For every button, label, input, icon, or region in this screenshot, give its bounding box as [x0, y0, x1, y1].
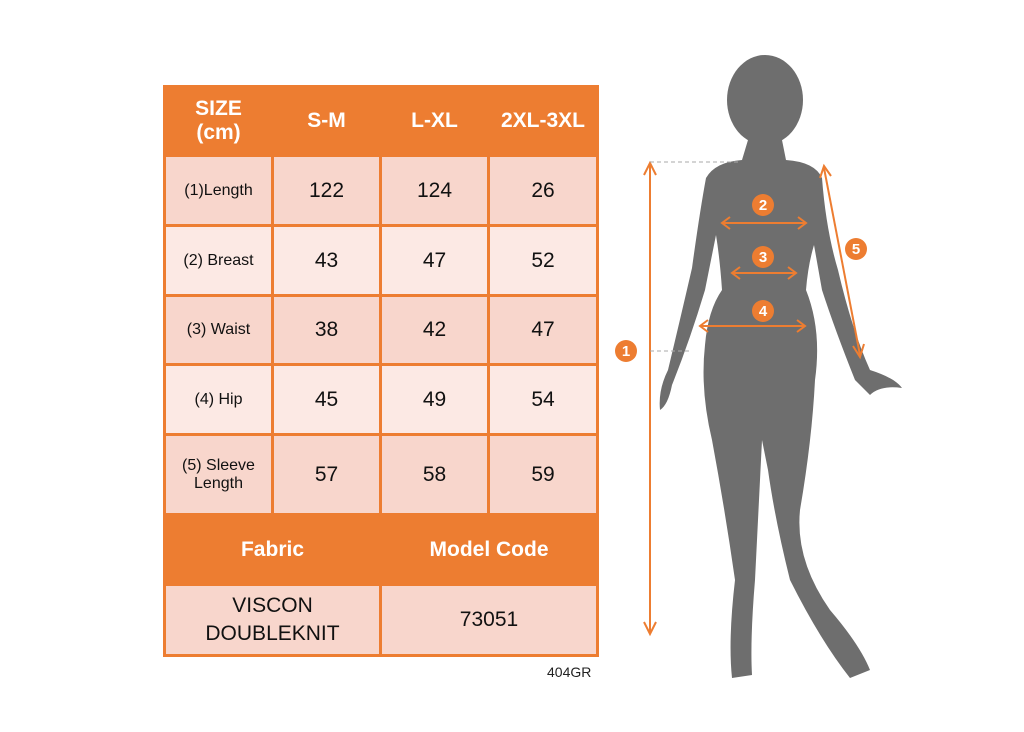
body-silhouette: 1 2 3 4 5: [615, 55, 902, 678]
svg-text:3: 3: [759, 249, 767, 266]
cell: 38: [271, 294, 382, 366]
fabric-header-row: Fabric Model Code: [163, 513, 599, 586]
marker-1-icon: [615, 340, 637, 362]
guide-lines: [650, 161, 740, 352]
table-row: (2) Breast 43 47 52: [163, 224, 599, 297]
cell: 52: [487, 224, 599, 297]
row-label: (5) Sleeve Length: [163, 433, 274, 516]
cell: 122: [271, 154, 382, 227]
table-row: (3) Waist 38 42 47: [163, 294, 599, 366]
marker-5-icon: [845, 238, 867, 260]
silhouette-icon: [659, 55, 902, 678]
cell: 54: [487, 363, 599, 436]
svg-text:4: 4: [759, 303, 768, 320]
row-label: (1)Length: [163, 154, 274, 227]
cell: 59: [487, 433, 599, 516]
cell: 47: [379, 224, 490, 297]
markers: 1 2 3 4 5: [615, 194, 867, 362]
table-row: (4) Hip 45 49 54: [163, 363, 599, 436]
header-row: SIZE (cm) S-M L-XL 2XL-3XL: [163, 85, 599, 157]
measurement-arrows: [643, 160, 865, 637]
cell: 45: [271, 363, 382, 436]
size-2xl3xl-header: 2XL-3XL: [487, 85, 599, 157]
model-code-header: Model Code: [379, 513, 599, 586]
fabric-row: VISCON DOUBLEKNIT 73051: [163, 583, 599, 657]
size-header: SIZE (cm): [163, 85, 274, 157]
table-row: (1)Length 122 124 26: [163, 154, 599, 227]
cell: 43: [271, 224, 382, 297]
table-row: (5) Sleeve Length 57 58 59: [163, 433, 599, 516]
cell: 42: [379, 294, 490, 366]
svg-text:5: 5: [852, 241, 860, 258]
size-sm-header: S-M: [271, 85, 382, 157]
product-code: 404GR: [547, 664, 592, 680]
marker-2-icon: [752, 194, 774, 216]
cell: 58: [379, 433, 490, 516]
fabric-header: Fabric: [163, 513, 382, 586]
marker-4-icon: [752, 300, 774, 322]
row-label: (3) Waist: [163, 294, 274, 366]
row-label: (4) Hip: [163, 363, 274, 436]
svg-text:2: 2: [759, 197, 767, 214]
cell: 49: [379, 363, 490, 436]
size-lxl-header: L-XL: [379, 85, 490, 157]
cell: 47: [487, 294, 599, 366]
model-code-value: 73051: [379, 583, 599, 657]
row-label: (2) Breast: [163, 224, 274, 297]
cell: 57: [271, 433, 382, 516]
fabric-value: VISCON DOUBLEKNIT: [163, 583, 382, 657]
size-chart-table: SIZE (cm) S-M L-XL 2XL-3XL (1)Length 122 …: [163, 85, 599, 657]
marker-3-icon: [752, 246, 774, 268]
cell: 26: [487, 154, 599, 227]
cell: 124: [379, 154, 490, 227]
svg-text:1: 1: [622, 343, 630, 360]
